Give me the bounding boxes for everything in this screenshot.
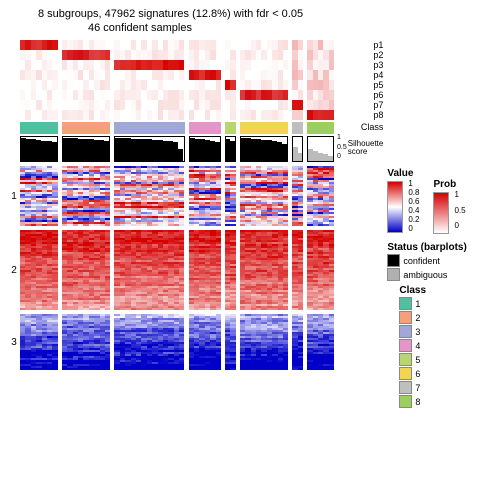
silhouette-barplot <box>20 136 336 162</box>
main-column: p1p2p3p4p5p6p7p8 Class 1 0.5 0 Silhouett… <box>8 40 383 409</box>
title: 8 subgroups, 47962 signatures (12.8%) wi… <box>8 8 496 20</box>
subtitle: 46 confident samples <box>8 22 496 34</box>
class-bar-label: Class <box>359 122 384 132</box>
legend-column: Value 1 0.8 0.6 0.4 0.2 0 Prob 1 0.5 <box>383 40 496 409</box>
prob-gradient-ticks: 1 0.5 0 <box>452 190 465 230</box>
figure: p1p2p3p4p5p6p7p8 Class 1 0.5 0 Silhouett… <box>8 40 496 409</box>
class-legend: 12345678 <box>399 297 426 408</box>
probability-heatmap <box>20 40 371 120</box>
prob-gradient <box>433 192 449 234</box>
status-legend-title: Status (barplots) <box>387 242 496 253</box>
class-legend-title: Class <box>399 285 426 296</box>
silhouette-ticks: 1 0.5 0 <box>336 134 347 160</box>
silhouette-label: Silhouettescore <box>347 140 384 156</box>
value-gradient <box>387 181 403 233</box>
cluster-label: 3 <box>8 314 20 370</box>
status-legend: confidentambiguous <box>387 254 496 281</box>
prob-legend-title: Prob <box>433 179 465 190</box>
value-gradient-ticks: 1 0.8 0.6 0.4 0.2 0 <box>406 179 419 229</box>
cluster-label: 1 <box>8 166 20 226</box>
probability-row-labels: p1p2p3p4p5p6p7p8 <box>371 40 383 120</box>
value-legend-title: Value <box>387 168 496 179</box>
main-heatmaps: 123 <box>8 166 383 370</box>
class-annotation-bar <box>20 122 359 134</box>
cluster-label: 2 <box>8 230 20 310</box>
